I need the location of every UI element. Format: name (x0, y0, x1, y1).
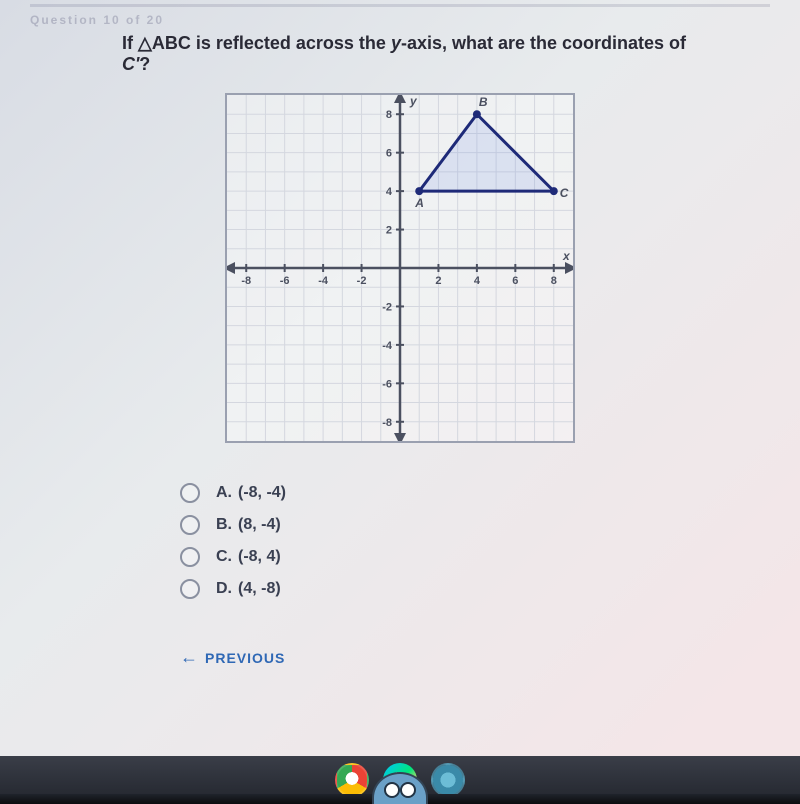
svg-text:-8: -8 (241, 275, 251, 287)
question-counter: Question 10 of 20 (30, 13, 770, 27)
choice-c[interactable]: C. (-8, 4) (180, 547, 770, 567)
svg-text:2: 2 (435, 275, 441, 287)
choice-letter: A. (216, 484, 232, 501)
svg-text:4: 4 (474, 275, 481, 287)
svg-text:-8: -8 (382, 417, 392, 429)
radio-icon[interactable] (180, 579, 200, 599)
radio-icon[interactable] (180, 547, 200, 567)
choice-d[interactable]: D. (4, -8) (180, 579, 770, 599)
radio-icon[interactable] (180, 483, 200, 503)
radio-icon[interactable] (180, 515, 200, 535)
choice-text: (8, -4) (238, 516, 281, 533)
svg-text:-2: -2 (357, 275, 367, 287)
svg-text:-4: -4 (318, 275, 329, 287)
svg-text:8: 8 (386, 109, 392, 121)
choice-text: (-8, -4) (238, 484, 286, 501)
previous-label: PREVIOUS (205, 650, 285, 666)
svg-text:x: x (562, 249, 571, 263)
question-header: Question 10 of 20 (30, 4, 770, 27)
svg-text:-4: -4 (382, 340, 393, 352)
previous-button[interactable]: ← PREVIOUS (180, 647, 285, 668)
choice-text: (4, -8) (238, 580, 281, 597)
arrow-left-icon: ← (180, 647, 199, 668)
choice-a[interactable]: A. (-8, -4) (180, 483, 770, 503)
choice-letter: D. (216, 580, 232, 597)
choice-letter: B. (216, 516, 232, 533)
svg-text:C: C (560, 186, 569, 200)
svg-text:6: 6 (512, 275, 518, 287)
question-prompt: If △ABC is reflected across the y-axis, … (122, 33, 690, 75)
svg-text:A: A (414, 196, 424, 210)
choice-text: (-8, 4) (238, 548, 281, 565)
chrome-icon[interactable] (335, 763, 369, 797)
triangle-symbol: △ABC (138, 33, 191, 53)
svg-text:B: B (479, 95, 488, 109)
paint-icon[interactable] (431, 763, 465, 797)
svg-text:-2: -2 (382, 301, 392, 313)
coordinate-graph: 8 6 4 2 -2 -4 -6 -8 -8 -6 -4 -2 2 4 6 8 y x A B C (225, 93, 575, 443)
svg-text:4: 4 (386, 186, 393, 198)
svg-text:6: 6 (386, 148, 392, 160)
choice-letter: C. (216, 548, 232, 565)
svg-text:2: 2 (386, 225, 392, 237)
answer-list: A. (-8, -4) B. (8, -4) C. (-8, 4) D. (4, -8) (180, 483, 770, 599)
svg-text:-6: -6 (280, 275, 290, 287)
svg-text:8: 8 (551, 275, 557, 287)
choice-b[interactable]: B. (8, -4) (180, 515, 770, 535)
svg-text:-6: -6 (382, 378, 392, 390)
svg-text:y: y (409, 95, 418, 108)
